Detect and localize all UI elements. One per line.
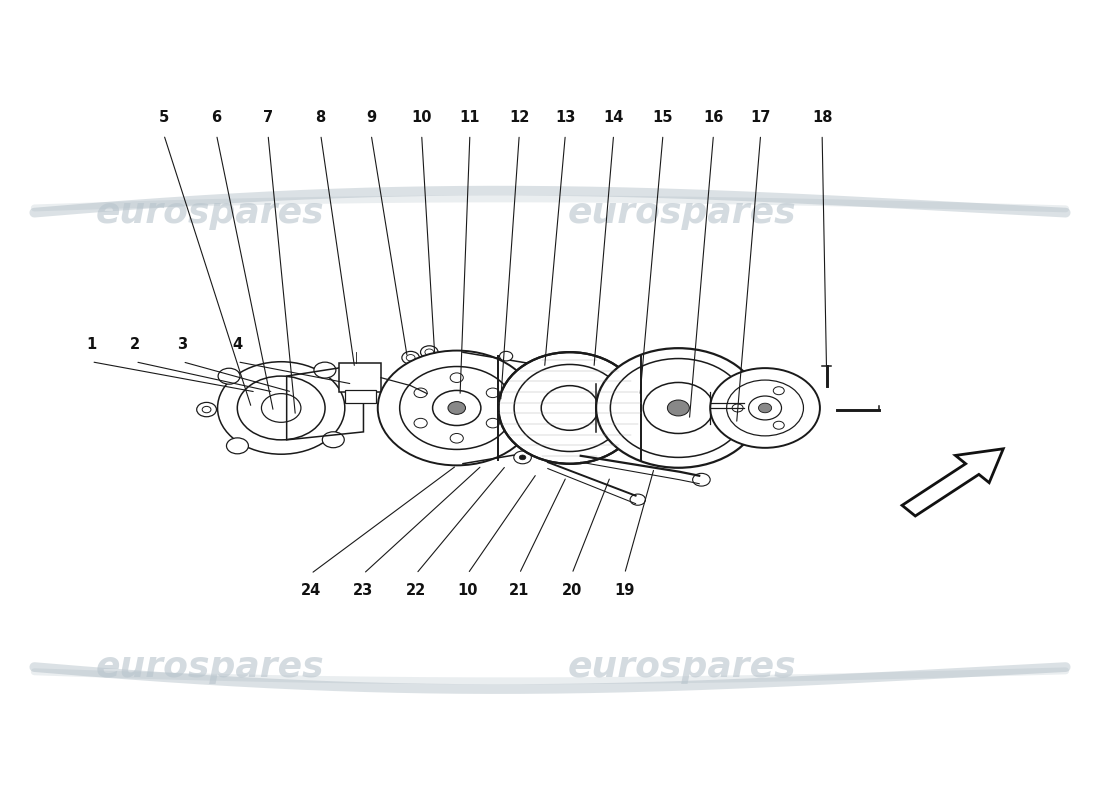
Circle shape — [668, 400, 690, 416]
Circle shape — [733, 404, 744, 412]
Text: 5: 5 — [158, 110, 169, 125]
Polygon shape — [902, 449, 1003, 516]
Text: 13: 13 — [556, 110, 575, 125]
Text: 3: 3 — [177, 337, 187, 352]
Text: 10: 10 — [411, 110, 432, 125]
Circle shape — [420, 346, 438, 358]
Text: 20: 20 — [562, 583, 582, 598]
Circle shape — [197, 402, 217, 417]
Text: 7: 7 — [263, 110, 273, 125]
Circle shape — [322, 432, 344, 448]
Text: 9: 9 — [366, 110, 376, 125]
Text: 21: 21 — [509, 583, 529, 598]
Bar — [344, 390, 375, 403]
Text: 22: 22 — [406, 583, 427, 598]
Text: 16: 16 — [703, 110, 724, 125]
Circle shape — [486, 418, 499, 428]
Circle shape — [486, 388, 499, 398]
Circle shape — [414, 388, 427, 398]
Circle shape — [377, 350, 536, 466]
Circle shape — [399, 366, 514, 450]
Text: 6: 6 — [211, 110, 221, 125]
Circle shape — [314, 362, 336, 378]
Text: 11: 11 — [460, 110, 481, 125]
Bar — [339, 363, 381, 392]
Circle shape — [227, 438, 249, 454]
Text: eurospares: eurospares — [96, 650, 324, 684]
Circle shape — [644, 382, 714, 434]
Circle shape — [499, 351, 513, 361]
Text: 14: 14 — [604, 110, 624, 125]
Circle shape — [218, 368, 240, 384]
Circle shape — [514, 451, 531, 464]
Circle shape — [749, 396, 781, 420]
Text: 12: 12 — [509, 110, 529, 125]
Text: 17: 17 — [750, 110, 771, 125]
Text: eurospares: eurospares — [568, 650, 796, 684]
Circle shape — [773, 386, 784, 394]
Text: 24: 24 — [300, 583, 321, 598]
Circle shape — [610, 358, 747, 458]
Text: 4: 4 — [232, 337, 242, 352]
Text: 23: 23 — [353, 583, 374, 598]
Circle shape — [402, 351, 419, 364]
Circle shape — [432, 390, 481, 426]
Circle shape — [596, 348, 761, 468]
Ellipse shape — [498, 352, 641, 464]
Circle shape — [448, 402, 465, 414]
Circle shape — [759, 403, 771, 413]
Text: 2: 2 — [130, 337, 141, 352]
Text: eurospares: eurospares — [96, 196, 324, 230]
Circle shape — [630, 494, 646, 506]
Text: 19: 19 — [615, 583, 635, 598]
Circle shape — [414, 418, 427, 428]
Circle shape — [773, 422, 784, 430]
Circle shape — [711, 368, 820, 448]
Text: 18: 18 — [812, 110, 833, 125]
Text: eurospares: eurospares — [568, 196, 796, 230]
Circle shape — [450, 434, 463, 443]
Text: 15: 15 — [652, 110, 673, 125]
Circle shape — [693, 474, 711, 486]
Circle shape — [727, 380, 803, 436]
Text: 1: 1 — [86, 337, 97, 352]
Circle shape — [450, 373, 463, 382]
Text: 8: 8 — [316, 110, 326, 125]
Text: 10: 10 — [458, 583, 478, 598]
Circle shape — [519, 455, 526, 460]
